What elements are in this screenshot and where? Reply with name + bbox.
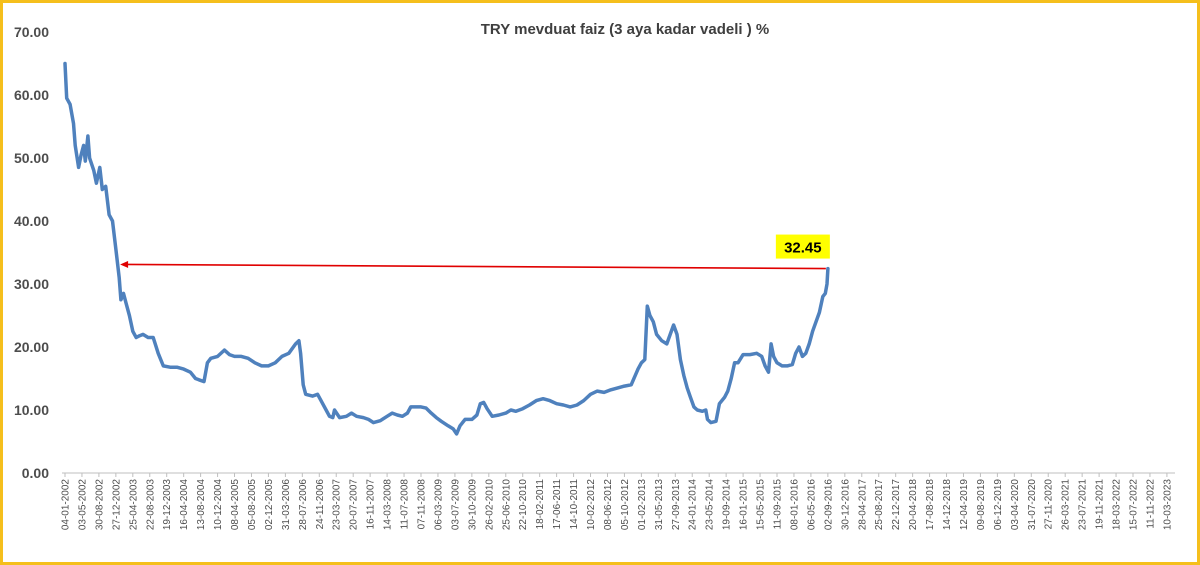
x-tick-label: 14-12-2018 bbox=[942, 479, 953, 531]
x-tick-label: 08-01-2016 bbox=[789, 479, 800, 531]
x-tick-label: 16-01-2015 bbox=[739, 479, 750, 531]
x-tick-label: 26-03-2021 bbox=[1061, 479, 1072, 531]
x-tick-label: 03-04-2020 bbox=[1010, 479, 1021, 531]
x-tick-label: 19-11-2021 bbox=[1095, 479, 1106, 530]
x-tick-label: 06-03-2009 bbox=[433, 479, 444, 531]
callout-value-label: 32.45 bbox=[784, 240, 822, 257]
x-tick-label: 11-11-2022 bbox=[1145, 479, 1156, 529]
x-tick-label: 25-06-2010 bbox=[501, 479, 512, 531]
x-tick-label: 03-07-2009 bbox=[450, 479, 461, 531]
x-tick-label: 08-04-2005 bbox=[230, 479, 241, 531]
x-tick-label: 23-05-2014 bbox=[705, 479, 716, 531]
x-tick-label: 03-05-2002 bbox=[77, 479, 88, 531]
x-tick-label: 05-08-2005 bbox=[247, 479, 258, 531]
x-tick-label: 24-01-2014 bbox=[688, 479, 699, 531]
x-tick-label: 19-12-2003 bbox=[162, 479, 173, 531]
plot-area bbox=[63, 61, 830, 436]
x-tick-label: 20-04-2018 bbox=[908, 479, 919, 531]
y-tick-label: 50.00 bbox=[14, 150, 49, 166]
x-tick-label: 28-04-2017 bbox=[857, 479, 868, 531]
reference-arrow-head bbox=[120, 260, 129, 268]
x-tick-label: 30-12-2016 bbox=[840, 479, 851, 531]
x-tick-label: 18-03-2022 bbox=[1112, 479, 1123, 531]
x-tick-label: 07-11-2008 bbox=[417, 479, 428, 530]
x-tick-label: 26-02-2010 bbox=[484, 479, 495, 531]
x-tick-label: 11-09-2015 bbox=[773, 479, 784, 530]
x-tick-label: 11-07-2008 bbox=[400, 479, 411, 530]
x-tick-label: 22-10-2010 bbox=[518, 479, 529, 531]
annotations: 32.45 bbox=[120, 234, 830, 270]
x-tick-label: 02-12-2005 bbox=[264, 479, 275, 531]
x-tick-label: 09-08-2019 bbox=[976, 479, 987, 531]
y-tick-label: 30.00 bbox=[14, 276, 49, 292]
y-tick-label: 70.00 bbox=[14, 24, 49, 40]
x-tick-label: 27-11-2020 bbox=[1044, 479, 1055, 530]
x-tick-label: 10-03-2023 bbox=[1162, 479, 1173, 531]
chart-title: TRY mevduat faiz (3 aya kadar vadeli ) % bbox=[481, 21, 769, 38]
x-tick-label: 31-05-2013 bbox=[654, 479, 665, 531]
x-tick-label: 28-07-2006 bbox=[298, 479, 309, 531]
x-tick-label: 06-12-2019 bbox=[993, 479, 1004, 531]
reference-arrow-line bbox=[126, 263, 826, 270]
x-tick-label: 14-10-2011 bbox=[569, 479, 580, 530]
x-axis: 04-01-2002 03-05-2002 30-08-2002 27-12-2002… bbox=[61, 473, 1173, 531]
x-tick-label: 25-04-2003 bbox=[128, 479, 139, 531]
x-tick-label: 15-05-2015 bbox=[756, 479, 767, 531]
x-tick-label: 13-08-2004 bbox=[196, 479, 207, 531]
x-tick-label: 27-12-2002 bbox=[111, 479, 122, 531]
y-tick-label: 0.00 bbox=[22, 465, 49, 481]
x-tick-label: 18-02-2011 bbox=[535, 479, 546, 530]
x-tick-label: 17-06-2011 bbox=[552, 479, 563, 530]
x-tick-label: 10-12-2004 bbox=[213, 479, 224, 531]
x-tick-label: 06-05-2016 bbox=[806, 479, 817, 531]
x-tick-label: 02-09-2016 bbox=[823, 479, 834, 531]
x-tick-label: 23-07-2021 bbox=[1078, 479, 1089, 531]
x-tick-label: 30-08-2002 bbox=[94, 479, 105, 531]
x-tick-label: 12-04-2019 bbox=[959, 479, 970, 531]
y-axis: 0.00 10.00 20.00 30.00 40.00 50.00 60.00 70.00 bbox=[14, 24, 49, 481]
x-tick-label: 27-09-2013 bbox=[671, 479, 682, 531]
x-tick-label: 25-08-2017 bbox=[874, 479, 885, 531]
x-tick-label: 16-11-2007 bbox=[366, 479, 377, 530]
x-tick-label: 16-04-2004 bbox=[179, 479, 190, 531]
x-tick-label: 05-10-2012 bbox=[620, 479, 631, 531]
x-tick-label: 30-10-2009 bbox=[467, 479, 478, 531]
x-tick-label: 04-01-2002 bbox=[61, 479, 72, 531]
y-tick-label: 60.00 bbox=[14, 87, 49, 103]
x-tick-label: 01-02-2013 bbox=[637, 479, 648, 531]
x-tick-label: 23-03-2007 bbox=[332, 479, 343, 531]
y-tick-label: 40.00 bbox=[14, 213, 49, 229]
x-tick-label: 10-02-2012 bbox=[586, 479, 597, 531]
x-tick-label: 31-07-2020 bbox=[1027, 479, 1038, 531]
x-tick-label: 31-03-2006 bbox=[281, 479, 292, 531]
y-tick-label: 20.00 bbox=[14, 339, 49, 355]
x-tick-label: 19-09-2014 bbox=[722, 479, 733, 531]
y-tick-label: 10.00 bbox=[14, 402, 49, 418]
x-tick-label: 08-06-2012 bbox=[603, 479, 614, 531]
callout-background bbox=[775, 234, 830, 259]
x-tick-label: 24-11-2006 bbox=[315, 479, 326, 530]
x-tick-label: 22-08-2003 bbox=[145, 479, 156, 531]
series-line bbox=[63, 61, 830, 436]
x-tick-label: 20-07-2007 bbox=[349, 479, 360, 531]
x-tick-label: 15-07-2022 bbox=[1129, 479, 1140, 531]
x-tick-label: 17-08-2018 bbox=[925, 479, 936, 531]
x-tick-label: 22-12-2017 bbox=[891, 479, 902, 531]
x-tick-label: 14-03-2008 bbox=[383, 479, 394, 531]
